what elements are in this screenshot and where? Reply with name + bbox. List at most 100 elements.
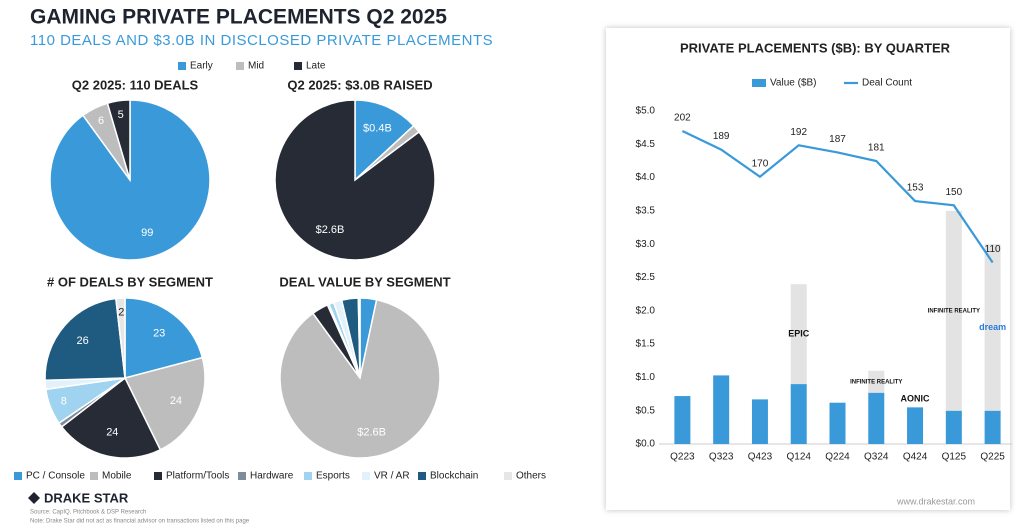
data-label: 5 bbox=[118, 109, 124, 121]
legend-swatch bbox=[294, 62, 302, 70]
legend-label: Mobile bbox=[102, 471, 132, 482]
annotation: AONIC bbox=[901, 394, 931, 404]
data-label: 24 bbox=[106, 426, 118, 438]
data-label: 153 bbox=[907, 183, 924, 194]
legend-label: PC / Console bbox=[26, 471, 85, 482]
bar bbox=[790, 284, 807, 385]
data-label: 6 bbox=[98, 115, 104, 127]
data-label: 8 bbox=[61, 396, 67, 408]
y-tick-label: $4.5 bbox=[636, 139, 656, 150]
y-tick-label: $4.0 bbox=[636, 172, 656, 183]
note: Note: Drake Star did not act as financia… bbox=[30, 519, 250, 525]
legend-label: Early bbox=[190, 61, 213, 72]
legend-swatch bbox=[236, 62, 244, 70]
x-tick-label: Q125 bbox=[942, 452, 967, 463]
legend-swatch bbox=[418, 472, 426, 480]
logo-icon bbox=[28, 492, 40, 504]
data-label: 170 bbox=[752, 158, 769, 169]
pie-slice bbox=[106, 99, 131, 181]
data-label: 24 bbox=[170, 395, 182, 407]
pie-slice bbox=[115, 297, 126, 379]
annotation: INFINITE REALITY bbox=[928, 308, 980, 314]
source: Source: CapIQ, Pitchbook & DSP Research bbox=[30, 510, 146, 516]
data-label: $2.6B bbox=[357, 427, 386, 439]
pie-slice bbox=[279, 298, 441, 459]
data-label: 99 bbox=[141, 227, 153, 239]
legend-swatch bbox=[178, 62, 186, 70]
website: www.drakestar.com bbox=[896, 496, 975, 506]
bar bbox=[984, 410, 1001, 444]
bar bbox=[790, 384, 807, 444]
legend-swatch bbox=[752, 79, 766, 87]
data-label: 150 bbox=[945, 187, 962, 198]
data-label: 23 bbox=[153, 328, 165, 340]
y-tick-label: $0.0 bbox=[636, 439, 656, 450]
x-tick-label: Q224 bbox=[825, 452, 850, 463]
legend-swatch bbox=[362, 472, 370, 480]
chart-title: PRIVATE PLACEMENTS ($B): BY QUARTER bbox=[680, 40, 951, 55]
annotation: INFINITE REALITY bbox=[850, 379, 902, 385]
x-tick-label: Q324 bbox=[864, 452, 889, 463]
legend-label: Mid bbox=[248, 61, 264, 72]
pie-title: DEAL VALUE BY SEGMENT bbox=[279, 274, 450, 289]
pie-title: Q2 2025: 110 DEALS bbox=[72, 77, 199, 92]
y-tick-label: $0.5 bbox=[636, 405, 656, 416]
bar bbox=[751, 399, 768, 444]
legend-label: Value ($B) bbox=[770, 78, 817, 89]
legend-swatch bbox=[304, 472, 312, 480]
bar bbox=[907, 407, 924, 444]
data-label: 2 bbox=[118, 306, 124, 318]
legend-label: Platform/Tools bbox=[166, 471, 229, 482]
card bbox=[606, 28, 1010, 510]
subtitle: 110 DEALS AND $3.0B IN DISCLOSED PRIVATE… bbox=[30, 32, 493, 49]
legend-label: Blockchain bbox=[430, 471, 478, 482]
legend-label: VR / AR bbox=[374, 471, 410, 482]
pie-title: Q2 2025: $3.0B RAISED bbox=[287, 77, 432, 92]
title: GAMING PRIVATE PLACEMENTS Q2 2025 bbox=[30, 6, 447, 29]
legend-swatch bbox=[504, 472, 512, 480]
x-tick-label: Q323 bbox=[709, 452, 734, 463]
data-label: $2.6B bbox=[316, 224, 345, 236]
data-label: 202 bbox=[674, 113, 691, 124]
pie-slice bbox=[124, 297, 204, 379]
legend-label: Others bbox=[516, 471, 546, 482]
pie-slice bbox=[123, 356, 206, 451]
legend-swatch bbox=[90, 472, 98, 480]
legend-label: Deal Count bbox=[862, 78, 912, 89]
pie-slice bbox=[60, 376, 162, 459]
bar bbox=[984, 244, 1001, 411]
annotation: EPIC bbox=[788, 328, 810, 338]
pie-slice bbox=[44, 297, 126, 382]
data-label: 110 bbox=[985, 244, 1001, 255]
y-tick-label: $1.5 bbox=[636, 339, 656, 350]
bar bbox=[945, 210, 962, 411]
bar bbox=[713, 375, 730, 444]
line bbox=[681, 130, 994, 264]
legend-label: Hardware bbox=[250, 471, 294, 482]
y-tick-label: $3.5 bbox=[636, 206, 656, 217]
data-label: 192 bbox=[790, 127, 807, 138]
legend-swatch bbox=[238, 472, 246, 480]
data-label: 187 bbox=[829, 134, 846, 145]
pie-slice bbox=[274, 99, 436, 261]
bar bbox=[868, 370, 885, 393]
y-tick-label: $1.0 bbox=[636, 372, 656, 383]
y-tick-label: $2.0 bbox=[636, 305, 656, 316]
pie-title: # OF DEALS BY SEGMENT bbox=[47, 274, 213, 289]
data-label: 26 bbox=[77, 335, 89, 347]
x-tick-label: Q424 bbox=[903, 452, 928, 463]
annotation: dream bbox=[979, 322, 1006, 332]
bar bbox=[945, 410, 962, 444]
brand: DRAKE STAR bbox=[44, 490, 129, 505]
pie-slice bbox=[354, 99, 415, 182]
y-tick-label: $2.5 bbox=[636, 272, 656, 283]
legend-label: Esports bbox=[316, 471, 350, 482]
x-tick-label: Q225 bbox=[980, 452, 1005, 463]
x-tick-label: Q223 bbox=[670, 452, 695, 463]
x-tick-label: Q124 bbox=[786, 452, 811, 463]
pie-slice bbox=[357, 297, 361, 379]
data-label: $0.4B bbox=[363, 123, 392, 135]
bar bbox=[674, 396, 691, 444]
bar bbox=[868, 392, 885, 444]
